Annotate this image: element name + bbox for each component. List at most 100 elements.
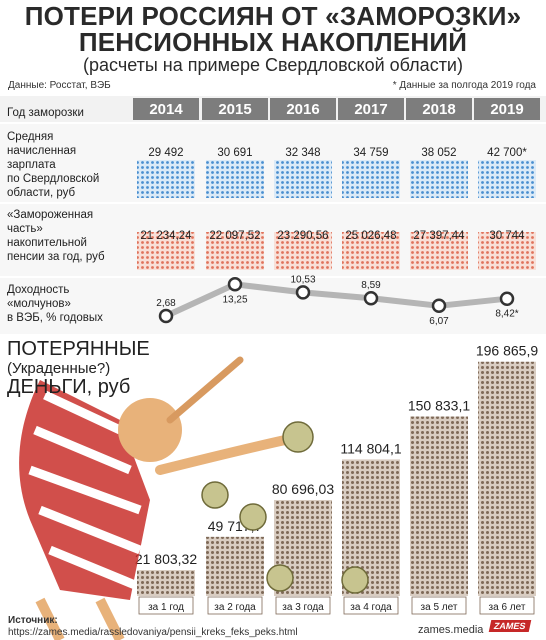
year-header-cell [202, 98, 268, 120]
lost-money-category-box [343, 596, 399, 615]
title-line-2: ПЕНСИОННЫХ НАКОПЛЕНИЙ [78, 27, 468, 57]
lost-money-value-label: 21 803,32 [135, 551, 197, 567]
lost-money-bar [137, 570, 195, 596]
year-header-cell [338, 98, 404, 120]
lost-money-value-label: 150 833,1 [408, 398, 470, 414]
label-salary: Средняя начисленная зарплата по Свердлов… [7, 130, 99, 200]
frozen-value-label: 22 097,52 [209, 230, 260, 242]
label-yield: Доходность «молчунов» в ВЭБ, % годовых [7, 283, 103, 325]
lost-title-line: ДЕНЬГИ, руб [7, 376, 131, 398]
label-year: Год заморозки [7, 107, 84, 119]
salary-cell-fill [478, 160, 536, 198]
year-header-cell [270, 98, 336, 120]
salary-cell-fill [410, 160, 468, 198]
label-frozen-line: накопительной [7, 237, 87, 249]
yield-point [431, 298, 447, 314]
lost-money-category-box [138, 596, 194, 615]
lost-title-line: (Украденные?) [7, 360, 111, 377]
footer-source-url[interactable]: https://zames.media/rassledovaniya/pensi… [8, 627, 298, 638]
yield-point [158, 308, 174, 324]
label-yield-line: «молчунов» [7, 298, 71, 310]
frozen-cell-fill [137, 232, 195, 270]
yield-value-label: 10,53 [290, 274, 315, 285]
salary-value-label: 30 691 [217, 147, 252, 159]
year-header-label: 2015 [218, 101, 251, 118]
frozen-cell-fill [274, 232, 332, 270]
pinocchio-illustration [19, 356, 369, 640]
footer-site-name: zames.media [418, 624, 484, 636]
year-header-label: 2019 [490, 101, 523, 118]
label-salary-line: области, руб [7, 187, 76, 199]
lost-money-value-label: 80 696,03 [272, 481, 334, 497]
year-header-cell [474, 98, 540, 120]
salary-value-label: 32 348 [285, 147, 320, 159]
data-note: * Данные за полгода 2019 года [392, 80, 536, 91]
title-line-1: ПОТЕРИ РОССИЯН ОТ «ЗАМОРОЗКИ» [24, 1, 522, 31]
label-salary-line: зарплата [7, 159, 56, 171]
lost-money-value-label: 114 804,1 [340, 440, 401, 456]
label-frozen-line: пенсии за год, руб [7, 251, 105, 263]
salary-cell-fill [206, 160, 264, 198]
salary-value-label: 38 052 [421, 147, 456, 159]
yield-value-label: 8,42* [495, 309, 518, 320]
lost-money-category-label: за 4 года [350, 602, 392, 613]
lost-money-category-label: за 1 год [148, 602, 184, 613]
year-header-cell [133, 98, 199, 120]
lost-money-category-label: за 2 года [214, 602, 256, 613]
lost-money-title: ПОТЕРЯННЫЕ (Украденные?) ДЕНЬГИ, руб [7, 338, 150, 398]
year-header-label: 2014 [149, 101, 183, 118]
lost-money-category-box [411, 596, 467, 615]
label-frozen-line: «Замороженная [7, 209, 94, 221]
lost-money-bar [410, 416, 468, 596]
zames-logo: ZAMES [488, 620, 531, 632]
label-salary-line: начисленная [7, 145, 77, 157]
frozen-cell-fill [342, 232, 400, 270]
frozen-value-label: 23 290,56 [277, 230, 328, 242]
label-frozen-line: часть» [7, 223, 43, 235]
frozen-cell-fill [478, 232, 536, 270]
yield-value-label: 6,07 [429, 316, 449, 327]
label-yield-line: Доходность [7, 284, 70, 296]
salary-cell-fill [342, 160, 400, 198]
salary-value-label: 34 759 [353, 147, 388, 159]
lost-money-bar [478, 361, 536, 596]
label-yield-line: в ВЭБ, % годовых [7, 312, 103, 324]
yield-value-label: 13,25 [222, 294, 247, 305]
year-header-label: 2018 [422, 101, 455, 118]
yield-point [295, 285, 311, 300]
yield-value-label: 2,68 [156, 298, 176, 309]
yield-point [227, 277, 243, 292]
label-salary-line: по Свердловской [7, 173, 100, 185]
yield-point [363, 290, 379, 306]
year-header-label: 2017 [354, 101, 387, 118]
lost-title-line: ПОТЕРЯННЫЕ [7, 338, 150, 360]
salary-value-label: 42 700* [487, 147, 527, 159]
lost-money-category-label: за 5 лет [421, 602, 458, 613]
salary-cell-fill [137, 160, 195, 198]
salary-value-label: 29 492 [148, 147, 183, 159]
frozen-cell-fill [410, 232, 468, 270]
subtitle: (расчеты на примере Свердловской области… [83, 55, 463, 75]
lost-money-category-label: за 6 лет [489, 602, 526, 613]
frozen-value-label: 30 744 [489, 230, 525, 242]
yield-series-line [164, 281, 508, 319]
lost-money-category-label: за 3 года [282, 602, 324, 613]
footer-source-label: Источник: [8, 615, 58, 626]
lost-money-category-box [207, 596, 263, 615]
yield-value-label: 8,59 [361, 280, 381, 291]
frozen-value-label: 25 026,48 [345, 230, 396, 242]
label-frozen: «Замороженная часть» накопительной пенси… [7, 208, 105, 264]
lost-money-category-box [275, 596, 331, 615]
year-header-cell [406, 98, 472, 120]
frozen-value-label: 27 397,44 [413, 230, 465, 242]
lost-money-value-label: 196 865,9 [476, 343, 538, 359]
frozen-cell-fill [206, 232, 264, 270]
frozen-value-label: 21 234,24 [140, 230, 192, 242]
lost-money-category-box [479, 596, 535, 615]
data-source: Данные: Росстат, ВЭБ [8, 80, 111, 91]
label-salary-line: Средняя [7, 131, 54, 143]
lost-money-bar [206, 536, 264, 596]
yield-point [499, 291, 515, 306]
